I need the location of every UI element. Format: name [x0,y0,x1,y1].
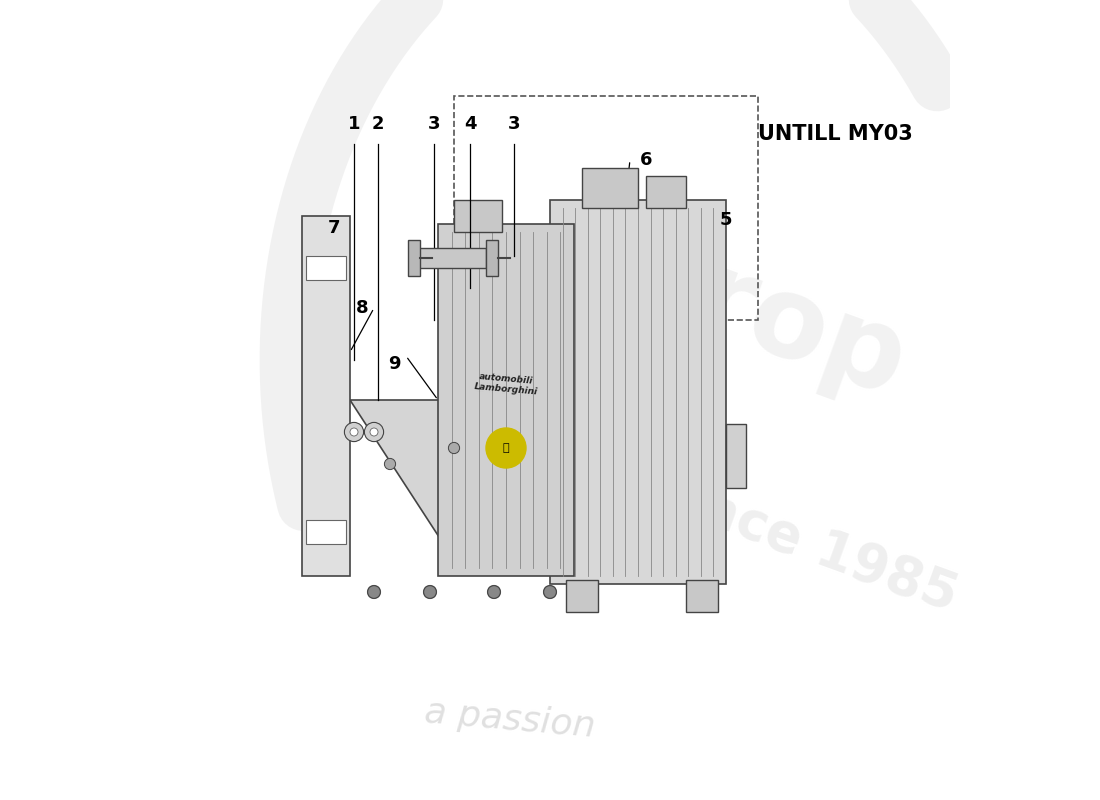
Bar [686,580,718,612]
Bar [438,224,574,576]
Circle shape [449,442,460,454]
Text: 6: 6 [640,151,652,169]
Circle shape [543,586,557,598]
Text: automobili
Lamborghini: automobili Lamborghini [473,371,539,397]
Circle shape [384,458,396,470]
Bar [408,240,420,276]
Bar [418,248,486,268]
Bar [306,520,346,544]
Bar [302,216,350,576]
Circle shape [487,586,500,598]
Text: 3: 3 [508,115,520,133]
Text: europ: europ [531,188,921,420]
Text: 2: 2 [372,115,384,133]
Circle shape [344,422,364,442]
Text: 4: 4 [464,115,476,133]
Text: 9: 9 [387,355,400,373]
Circle shape [486,428,526,468]
Text: 8: 8 [355,299,368,317]
Bar [486,240,498,276]
Text: 3: 3 [428,115,440,133]
Bar [454,200,502,232]
Text: 7: 7 [328,219,340,237]
Text: 5: 5 [719,211,733,229]
Bar [306,256,346,280]
Circle shape [350,428,358,436]
Circle shape [367,586,381,598]
Text: UNTILL MY03: UNTILL MY03 [758,124,913,144]
Bar [726,424,746,488]
Polygon shape [350,400,486,560]
Bar [646,176,686,208]
Text: 1: 1 [348,115,361,133]
Circle shape [364,422,384,442]
Bar [550,200,726,584]
Bar [582,168,638,208]
Text: a passion: a passion [424,695,597,745]
Text: since 1985: since 1985 [647,465,965,623]
Circle shape [424,586,437,598]
Bar [566,580,598,612]
Circle shape [370,428,378,436]
Text: 🐂: 🐂 [503,443,509,453]
